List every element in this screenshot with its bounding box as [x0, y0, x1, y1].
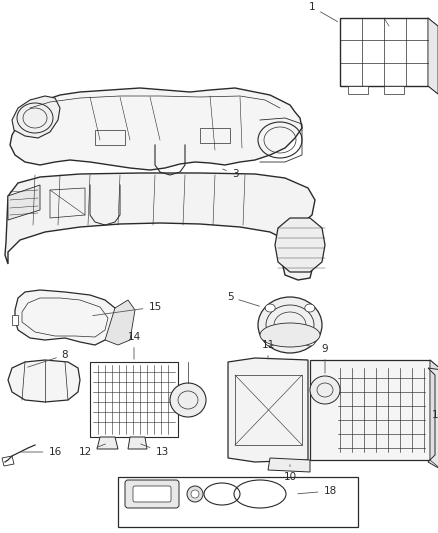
Polygon shape [118, 477, 358, 527]
Text: 9: 9 [321, 344, 328, 373]
Ellipse shape [265, 338, 275, 346]
Text: 13: 13 [141, 444, 169, 457]
Polygon shape [2, 456, 14, 466]
Polygon shape [268, 458, 310, 472]
Polygon shape [90, 362, 178, 437]
Polygon shape [8, 360, 80, 402]
Polygon shape [12, 315, 18, 325]
Polygon shape [348, 86, 368, 94]
Polygon shape [10, 88, 302, 170]
Polygon shape [384, 86, 404, 94]
Polygon shape [228, 358, 308, 462]
Ellipse shape [305, 304, 315, 312]
Ellipse shape [187, 486, 203, 502]
Text: 8: 8 [28, 350, 68, 367]
Polygon shape [428, 368, 438, 470]
Ellipse shape [258, 297, 322, 353]
Text: 5: 5 [227, 292, 259, 306]
Text: 12: 12 [78, 444, 106, 457]
Text: 18: 18 [298, 486, 337, 496]
Text: 10: 10 [283, 465, 297, 482]
Polygon shape [105, 300, 135, 345]
Ellipse shape [310, 376, 340, 404]
Text: 17: 17 [432, 410, 438, 420]
Polygon shape [428, 18, 438, 94]
Text: 14: 14 [127, 332, 141, 359]
Polygon shape [8, 185, 40, 220]
Ellipse shape [170, 383, 206, 417]
Polygon shape [128, 437, 147, 449]
Text: 3: 3 [223, 169, 238, 179]
Ellipse shape [265, 304, 275, 312]
Text: 15: 15 [93, 302, 162, 316]
Text: 11: 11 [261, 340, 275, 359]
Text: 16: 16 [21, 447, 62, 457]
Ellipse shape [260, 323, 320, 347]
Polygon shape [12, 96, 60, 138]
Ellipse shape [305, 338, 315, 346]
Polygon shape [430, 360, 438, 470]
Polygon shape [97, 437, 118, 449]
Text: 1: 1 [309, 2, 338, 22]
Ellipse shape [191, 490, 199, 498]
Polygon shape [15, 290, 118, 345]
Polygon shape [275, 218, 325, 272]
Polygon shape [5, 173, 315, 280]
Polygon shape [310, 360, 430, 460]
Polygon shape [340, 18, 428, 86]
FancyBboxPatch shape [133, 486, 171, 502]
FancyBboxPatch shape [125, 480, 179, 508]
